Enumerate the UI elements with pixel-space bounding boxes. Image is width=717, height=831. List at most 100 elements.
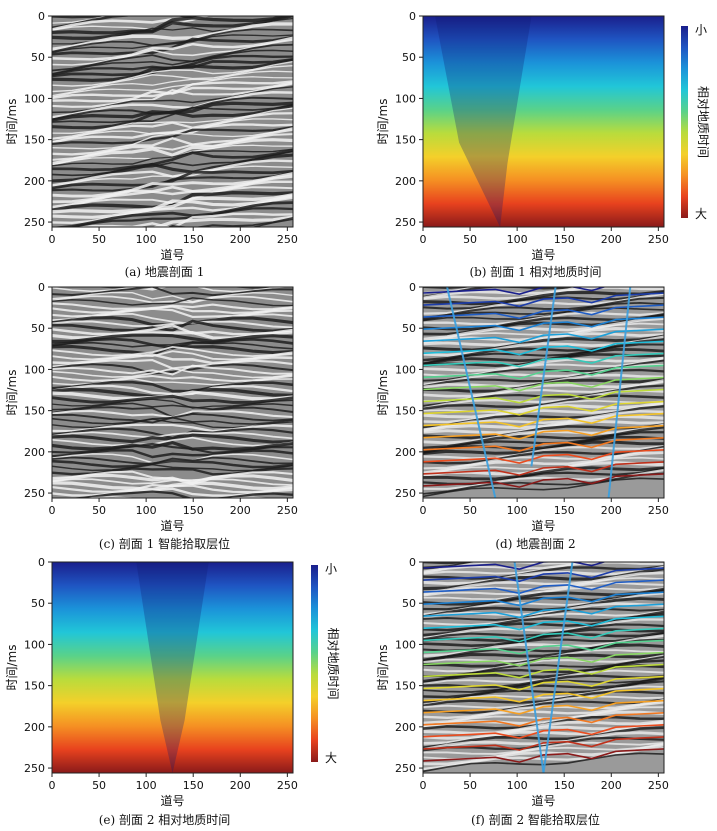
x-tick-label: 150 bbox=[183, 504, 204, 517]
y-tick-label: 150 bbox=[24, 134, 45, 147]
y-tick-label: 50 bbox=[402, 51, 416, 64]
horizon-line bbox=[423, 328, 664, 344]
colorbar-top-label: 小 bbox=[325, 562, 337, 576]
colorbar-bottom-label: 大 bbox=[325, 751, 337, 765]
y-axis-label: 时间/ms bbox=[5, 99, 19, 145]
x-tick-label: 100 bbox=[136, 233, 157, 246]
y-axis-label: 时间/ms bbox=[5, 370, 19, 416]
x-tick-label: 250 bbox=[648, 779, 669, 792]
horizon-line bbox=[423, 567, 664, 583]
y-tick-label: 100 bbox=[395, 92, 416, 105]
colorbar-label: 相对地质时间 bbox=[326, 627, 340, 699]
horizon-line bbox=[423, 424, 664, 440]
y-tick-label: 100 bbox=[395, 638, 416, 651]
x-tick-label: 100 bbox=[507, 779, 528, 792]
y-tick-label: 0 bbox=[409, 10, 416, 23]
y-tick-label: 250 bbox=[24, 762, 45, 775]
y-tick-label: 200 bbox=[395, 175, 416, 188]
horizon-line bbox=[423, 736, 664, 751]
y-tick-label: 0 bbox=[409, 281, 416, 294]
horizon-line bbox=[423, 712, 664, 727]
horizon-line bbox=[423, 675, 664, 691]
rgt-image bbox=[52, 562, 293, 773]
y-tick-label: 150 bbox=[395, 134, 416, 147]
axes-a: 0 50 100 150 200 250 0 50 100 150 200 250 道号 时间/ms (a)… bbox=[5, 10, 298, 279]
y-tick-label: 250 bbox=[24, 487, 45, 500]
axes-b: 0 50 100 150 200 250 0 50 100 150 200 250 道号 时间/ms (b)… bbox=[376, 10, 669, 279]
plot-frame bbox=[422, 15, 665, 228]
horizon-line bbox=[423, 437, 664, 452]
y-tick-label: 200 bbox=[395, 446, 416, 459]
y-axis-label: 时间/ms bbox=[376, 645, 390, 691]
x-tick-label: 0 bbox=[49, 779, 56, 792]
panel-caption: (a) 地震剖面 1 bbox=[125, 265, 205, 279]
horizon-picks bbox=[423, 562, 664, 773]
panel-caption: (b) 剖面 1 相对地质时间 bbox=[469, 265, 601, 279]
panel-caption: (f) 剖面 2 智能拾取层位 bbox=[471, 812, 600, 827]
y-tick-label: 100 bbox=[24, 638, 45, 651]
horizon-line bbox=[423, 304, 664, 320]
plot-frame bbox=[51, 561, 294, 774]
panel-caption: (d) 地震剖面 2 bbox=[495, 537, 575, 551]
horizon-line bbox=[423, 292, 664, 308]
fault-wedge bbox=[136, 562, 209, 773]
horizon-line bbox=[423, 316, 664, 332]
colorbar-label: 相对地质时间 bbox=[696, 86, 710, 158]
horizon-picks bbox=[423, 287, 664, 498]
x-tick-label: 250 bbox=[648, 233, 669, 246]
fault-line bbox=[530, 287, 557, 467]
y-tick-label: 150 bbox=[395, 680, 416, 693]
x-tick-label: 100 bbox=[507, 504, 528, 517]
y-tick-label: 0 bbox=[38, 556, 45, 569]
x-axis-label: 道号 bbox=[160, 794, 184, 808]
fault-line bbox=[607, 287, 632, 498]
y-tick-label: 100 bbox=[24, 92, 45, 105]
x-tick-label: 0 bbox=[420, 233, 427, 246]
x-tick-label: 250 bbox=[648, 504, 669, 517]
x-tick-label: 0 bbox=[49, 233, 56, 246]
x-axis-label: 道号 bbox=[531, 519, 555, 533]
y-tick-label: 200 bbox=[395, 721, 416, 734]
x-tick-label: 200 bbox=[230, 504, 251, 517]
x-axis-label: 道号 bbox=[531, 794, 555, 808]
x-tick-label: 150 bbox=[554, 504, 575, 517]
horizon-line bbox=[423, 651, 664, 667]
x-axis-label: 道号 bbox=[160, 519, 184, 533]
y-tick-label: 250 bbox=[395, 216, 416, 229]
fault-line bbox=[542, 562, 574, 773]
seismic-image bbox=[52, 287, 293, 498]
y-tick-label: 50 bbox=[402, 322, 416, 335]
y-tick-label: 150 bbox=[24, 680, 45, 693]
y-tick-label: 100 bbox=[395, 363, 416, 376]
horizon-line bbox=[423, 461, 664, 476]
axes-e: 0 50 100 150 200 250 0 50 100 150 200 250 道号 时间/ms (e)… bbox=[5, 556, 298, 827]
x-tick-label: 50 bbox=[92, 233, 106, 246]
horizon-line bbox=[423, 627, 664, 643]
y-axis-label: 时间/ms bbox=[376, 370, 390, 416]
x-tick-label: 50 bbox=[92, 779, 106, 792]
y-tick-label: 50 bbox=[402, 597, 416, 610]
x-tick-label: 250 bbox=[277, 504, 298, 517]
horizon-line bbox=[423, 615, 664, 631]
rgt-image bbox=[423, 16, 664, 227]
x-tick-label: 150 bbox=[554, 233, 575, 246]
y-tick-label: 50 bbox=[31, 322, 45, 335]
horizon-line bbox=[423, 287, 607, 296]
y-axis-label: 时间/ms bbox=[376, 99, 390, 145]
x-tick-label: 50 bbox=[463, 779, 477, 792]
panel-caption: (e) 剖面 2 相对地质时间 bbox=[99, 813, 231, 827]
x-tick-label: 100 bbox=[136, 779, 157, 792]
plot-frame bbox=[422, 286, 665, 499]
y-tick-label: 0 bbox=[409, 556, 416, 569]
horizon-line bbox=[423, 562, 607, 571]
x-tick-label: 150 bbox=[183, 779, 204, 792]
y-tick-label: 50 bbox=[31, 597, 45, 610]
y-tick-label: 250 bbox=[24, 216, 45, 229]
axes-f: 0 50 100 150 200 250 0 50 100 150 200 250 道号 时间/ms (f)… bbox=[376, 556, 669, 827]
horizon-line bbox=[423, 639, 664, 655]
y-tick-label: 0 bbox=[38, 10, 45, 23]
horizon-line bbox=[423, 473, 664, 488]
x-tick-label: 200 bbox=[601, 233, 622, 246]
x-tick-label: 200 bbox=[601, 504, 622, 517]
